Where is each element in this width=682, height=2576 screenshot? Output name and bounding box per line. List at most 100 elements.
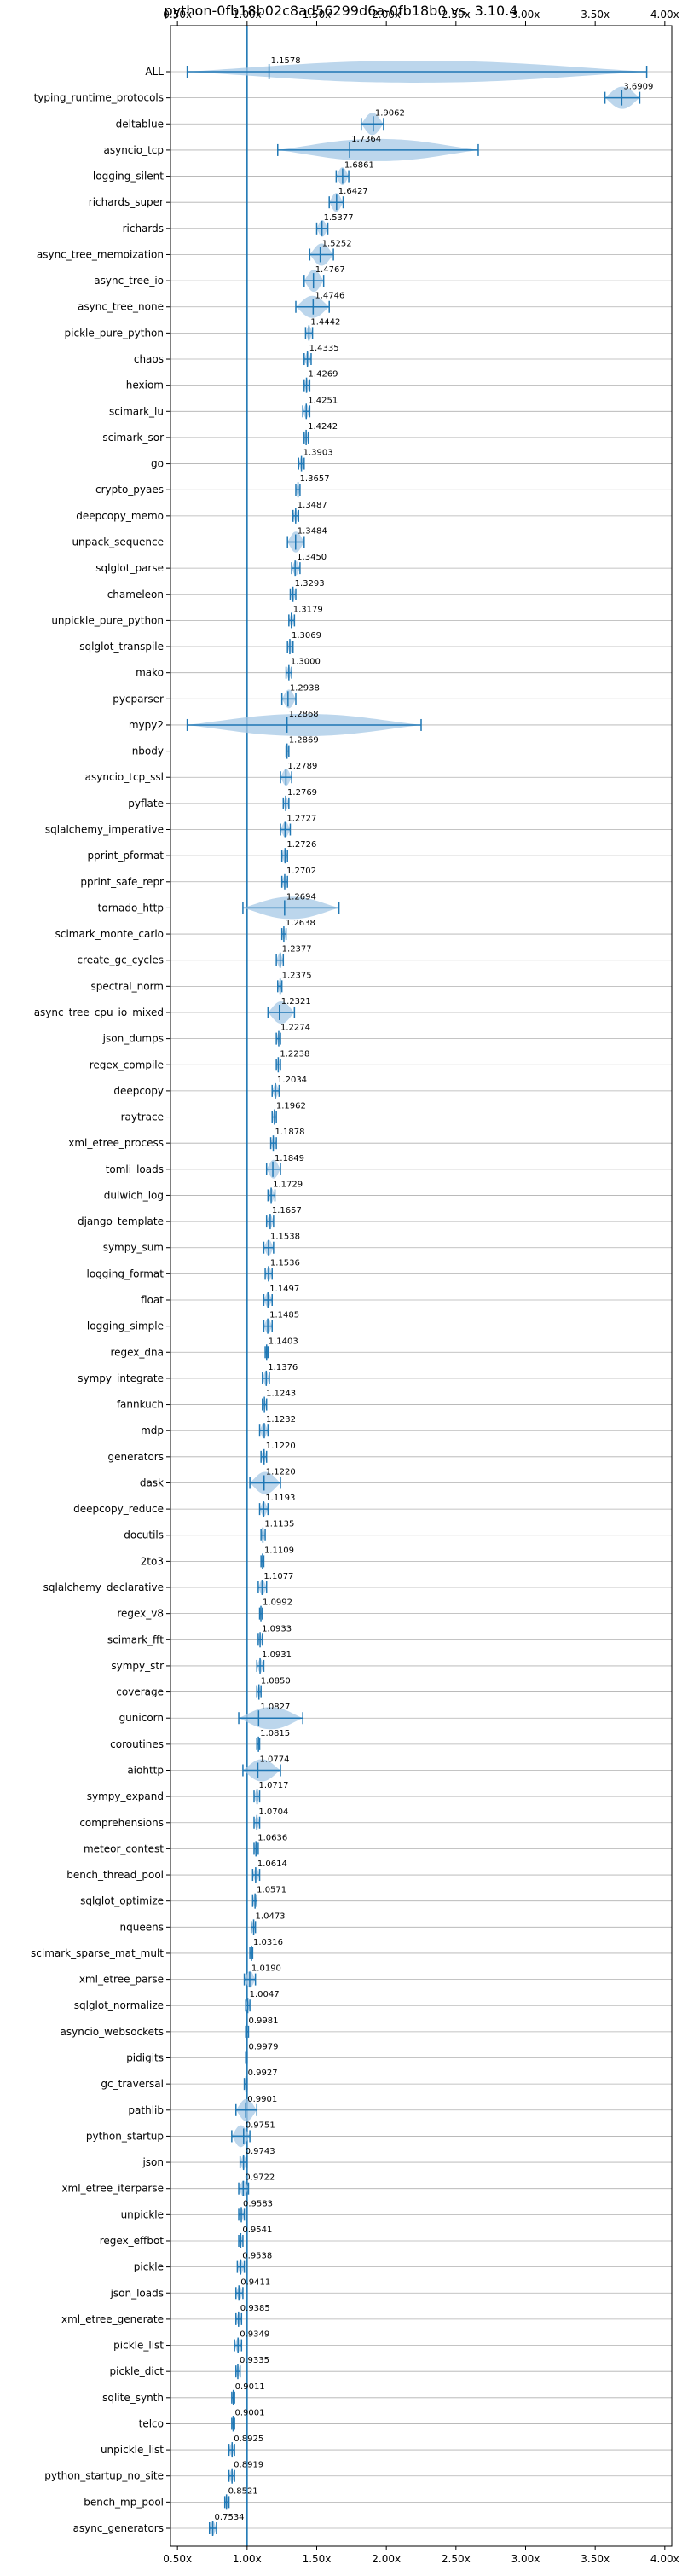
y-tick-label: unpickle_list — [101, 2444, 164, 2456]
y-tick-label: gunicorn — [119, 1712, 164, 1724]
value-label: 1.4269 — [309, 370, 338, 380]
value-label: 1.1657 — [272, 1206, 302, 1215]
y-tick-label: meteor_contest — [84, 1842, 164, 1854]
y-tick-label: richards_super — [89, 196, 164, 208]
value-label: 1.1135 — [264, 1520, 294, 1529]
y-tick-label: django_template — [78, 1215, 164, 1227]
y-tick-label: async_generators — [73, 2522, 164, 2534]
value-label: 1.5377 — [324, 213, 354, 223]
value-label: 1.1849 — [275, 1154, 304, 1163]
y-tick-label: unpickle — [121, 2208, 164, 2220]
value-label: 1.2702 — [286, 867, 316, 876]
value-label: 0.9541 — [242, 2225, 272, 2235]
value-label: 1.3293 — [295, 579, 325, 589]
value-label: 1.1536 — [270, 1258, 300, 1268]
value-label: 0.8521 — [228, 2486, 258, 2496]
value-label: 0.9927 — [248, 2068, 278, 2078]
value-label: 1.2377 — [282, 945, 312, 954]
y-tick-label: mypy2 — [129, 719, 164, 731]
value-label: 1.0992 — [263, 1598, 292, 1608]
value-label: 1.3179 — [293, 605, 323, 614]
y-tick-label: nqueens — [120, 1921, 164, 1933]
y-tick-label: python_startup_no_site — [44, 2470, 164, 2482]
x-tick-label-bottom: 3.50x — [581, 2553, 610, 2565]
value-label-layer: 1.1578 3.6909 1.9062 1.7364 1.6861 1.6427 1.53… — [215, 56, 654, 2522]
value-label: 1.5252 — [322, 239, 352, 248]
y-tick-label: generators — [107, 1451, 164, 1463]
value-label: 0.9385 — [240, 2304, 270, 2313]
y-tick-label: 2to3 — [141, 1555, 164, 1567]
y-tick-label: async_tree_io — [94, 275, 164, 287]
value-label: 1.3903 — [303, 449, 333, 458]
y-tick-label: sqlite_synth — [102, 2392, 164, 2404]
value-label: 1.2034 — [277, 1076, 307, 1085]
y-tick-label: comprehensions — [79, 1817, 164, 1829]
value-label: 0.9722 — [245, 2173, 275, 2183]
y-tick-label: xml_etree_generate — [61, 2313, 164, 2325]
y-tick-label: aiohttp — [127, 1764, 164, 1776]
y-tick-label: pprint_safe_repr — [80, 876, 164, 888]
value-label: 1.1220 — [266, 1467, 296, 1477]
y-tick-label: sympy_sum — [103, 1242, 164, 1254]
value-label: 1.0316 — [253, 1938, 283, 1947]
y-tick-label: asyncio_tcp_ssl — [85, 771, 164, 783]
y-tick-label: sympy_expand — [87, 1790, 164, 1802]
value-label: 1.2321 — [281, 997, 311, 1007]
value-label: 1.1243 — [266, 1390, 296, 1399]
value-label: 0.9583 — [243, 2199, 273, 2208]
y-tick-label: chameleon — [107, 589, 164, 600]
value-label: 1.2238 — [280, 1049, 309, 1059]
value-label: 1.1729 — [273, 1180, 303, 1189]
y-tick-label: docutils — [124, 1529, 164, 1541]
value-label: 3.6909 — [623, 83, 653, 92]
x-tick-label-top: 4.00x — [650, 9, 679, 20]
y-tick-label: json_dumps — [102, 1033, 164, 1045]
value-label: 1.0774 — [259, 1755, 289, 1764]
y-tick-label: tornado_http — [98, 902, 164, 914]
value-label: 1.0815 — [260, 1729, 290, 1738]
value-label: 1.0571 — [257, 1886, 286, 1895]
value-label: 0.9335 — [240, 2356, 269, 2365]
y-tick-label: sqlglot_optimize — [80, 1895, 164, 1907]
y-tick-label: scimark_monte_carlo — [55, 928, 164, 940]
x-tick-label-bottom: 1.00x — [233, 2553, 262, 2565]
y-tick-label: json_loads — [110, 2287, 164, 2299]
value-label: 1.6427 — [338, 187, 368, 196]
x-tick-label-top: 2.50x — [442, 9, 471, 20]
y-tick-label: regex_dna — [110, 1346, 164, 1358]
value-label: 0.9411 — [240, 2277, 270, 2287]
y-tick-label: sqlglot_parse — [95, 562, 164, 574]
x-tick-label-top: 1.50x — [303, 9, 332, 20]
value-label: 1.4251 — [308, 396, 338, 405]
value-label: 1.2789 — [287, 762, 317, 771]
y-tick-label: dulwich_log — [104, 1189, 164, 1201]
value-label: 0.9751 — [246, 2121, 275, 2130]
value-label: 0.9743 — [246, 2147, 275, 2156]
x-tick-label-top: 0.50x — [163, 9, 192, 20]
y-tick-label: sqlglot_normalize — [74, 1999, 164, 2011]
value-label: 0.9979 — [248, 2043, 278, 2052]
value-label: 0.9011 — [235, 2382, 265, 2392]
y-tick-label: python_startup — [86, 2130, 164, 2142]
y-tick-label: chaos — [134, 353, 164, 365]
y-tick-label: telco — [139, 2417, 164, 2429]
value-label: 0.7534 — [215, 2513, 245, 2522]
value-label: 1.7364 — [351, 135, 381, 144]
violin-layer — [186, 61, 648, 2536]
y-tick-label: spectral_norm — [90, 980, 164, 992]
value-label: 1.0704 — [258, 1807, 288, 1817]
y-tick-label: unpickle_pure_python — [51, 614, 164, 626]
value-label: 1.2868 — [289, 710, 319, 719]
y-tick-label: pycparser — [113, 693, 164, 705]
value-label: 1.0047 — [250, 1990, 280, 1999]
y-tick-label: hexiom — [126, 380, 164, 392]
x-tick-label-top: 3.00x — [512, 9, 540, 20]
y-tick-label: mako — [136, 667, 164, 679]
value-label: 1.3000 — [291, 658, 321, 667]
y-tick-label: scimark_lu — [109, 405, 164, 417]
value-label: 1.1077 — [263, 1572, 293, 1581]
value-label: 1.0717 — [259, 1781, 289, 1790]
y-tick-label: xml_etree_parse — [79, 1974, 164, 1986]
y-tick-label: create_gc_cycles — [77, 954, 164, 966]
x-tick-label-bottom: 2.50x — [442, 2553, 471, 2565]
